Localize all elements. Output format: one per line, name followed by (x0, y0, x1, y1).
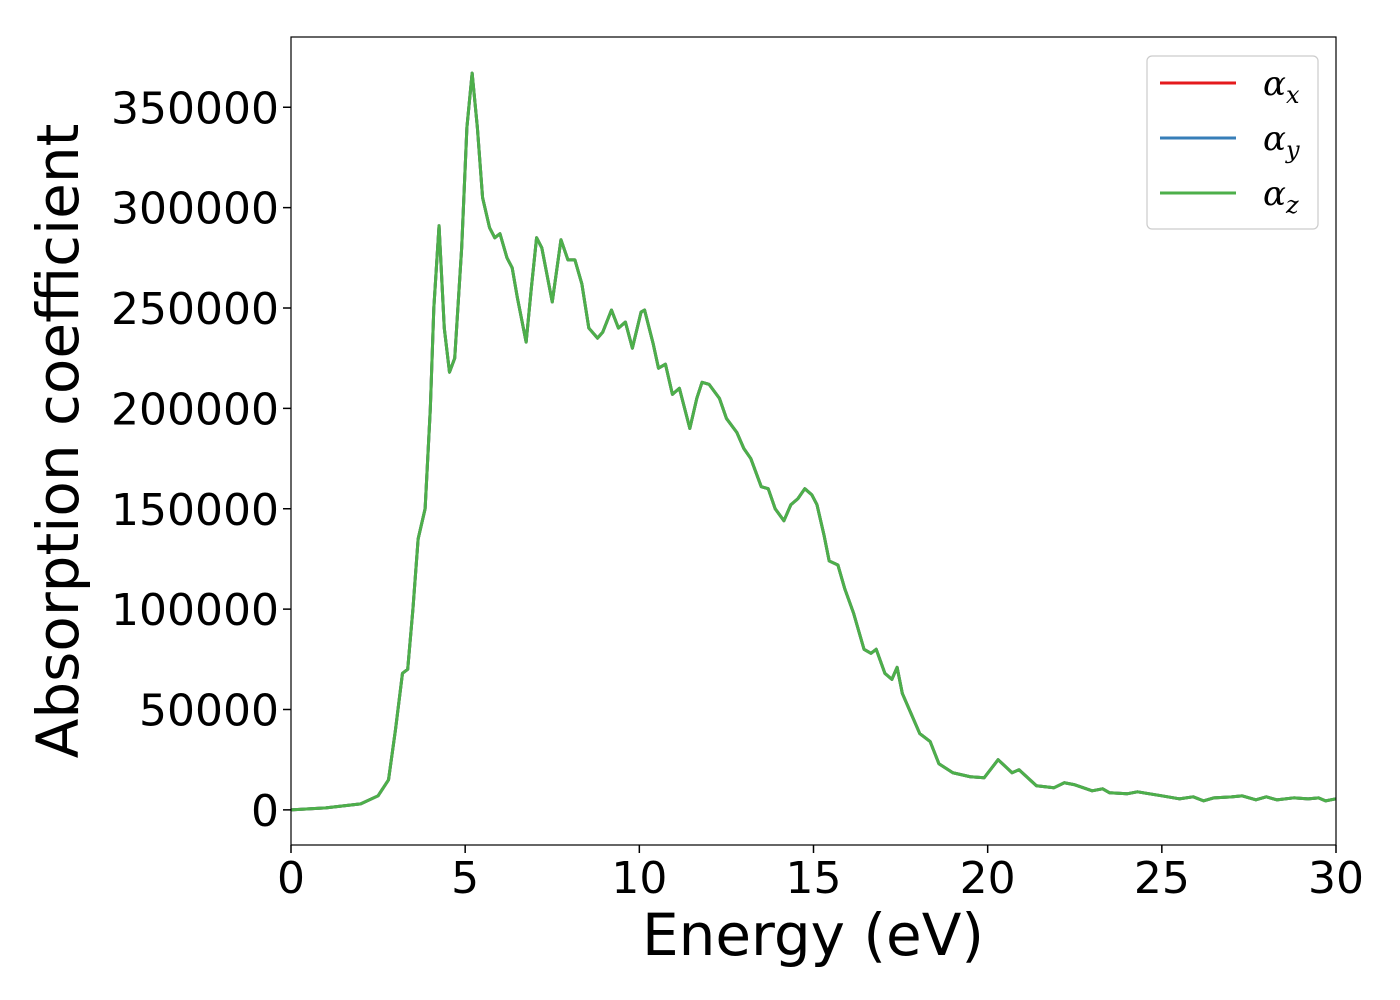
x-tick-label: 10 (611, 853, 667, 904)
plot-frame (290, 36, 1337, 846)
legend: αx αy αz (1146, 55, 1319, 230)
y-tick-label: 100000 (111, 585, 279, 636)
legend-box (1146, 55, 1319, 230)
y-tick-label: 300000 (111, 184, 279, 235)
y-tick-label: 50000 (139, 685, 279, 736)
x-tick-label: 15 (786, 853, 842, 904)
x-tick-label: 30 (1308, 853, 1364, 904)
legend-label: αx (1263, 64, 1300, 109)
legend-label: αz (1263, 174, 1299, 219)
legend-label: αy (1263, 119, 1300, 164)
data-line (290, 71, 1337, 812)
y-tick-label: 250000 (111, 284, 279, 335)
y-tick-label: 200000 (111, 384, 279, 435)
x-tick-label: 0 (277, 853, 305, 904)
x-tick-label: 20 (960, 853, 1016, 904)
y-tick-label: 0 (251, 786, 279, 837)
x-axis-label: Energy (eV) (642, 901, 984, 969)
x-tick-label: 5 (451, 853, 479, 904)
y-tick-label: 350000 (111, 83, 279, 134)
y-axis-label: Absorption coefficient (24, 124, 92, 759)
x-tick-label: 25 (1134, 853, 1190, 904)
y-tick-label: 150000 (111, 485, 279, 536)
